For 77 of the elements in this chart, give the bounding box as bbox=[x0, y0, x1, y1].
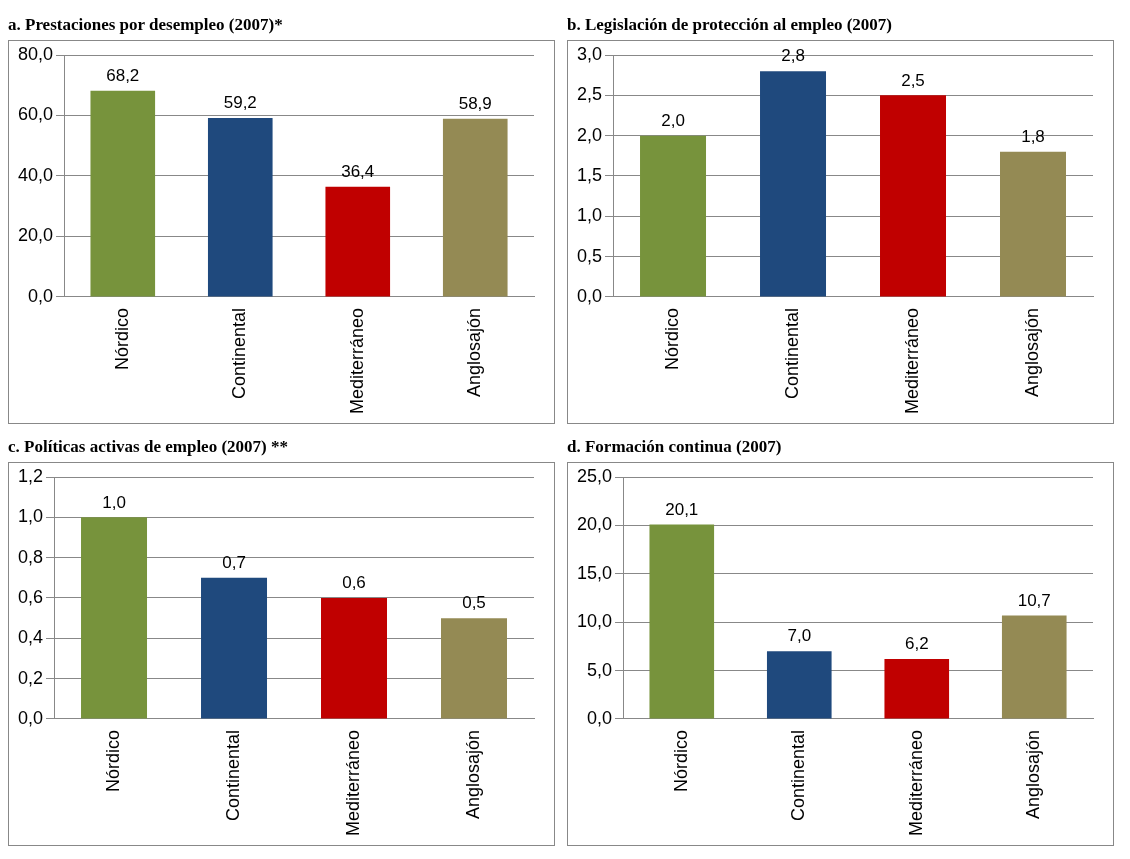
data-label: 7,0 bbox=[787, 626, 812, 646]
bar bbox=[201, 577, 268, 719]
chart-title: c. Políticas activas de empleo (2007) ** bbox=[8, 436, 289, 458]
chart-title: d. Formación continua (2007) bbox=[567, 436, 783, 458]
data-label: 2,8 bbox=[781, 46, 805, 66]
y-tick-label: 1,5 bbox=[576, 164, 603, 185]
y-tick-label: 1,0 bbox=[17, 506, 44, 527]
x-tick-label: Nórdico bbox=[670, 729, 691, 792]
bar bbox=[884, 658, 950, 719]
y-tick-label: 2,0 bbox=[576, 124, 603, 145]
x-tick-label: Continental bbox=[781, 307, 802, 400]
y-tick-label: 5,0 bbox=[587, 659, 613, 680]
y-tick-label: 0,0 bbox=[587, 707, 613, 728]
x-tick-label: Anglosajón bbox=[464, 307, 485, 398]
y-tick-label: 60,0 bbox=[17, 104, 54, 125]
x-tick-label: Nórdico bbox=[661, 307, 682, 370]
x-tick-label: Continental bbox=[788, 729, 809, 822]
bar bbox=[207, 117, 273, 297]
y-tick-label: 1,2 bbox=[17, 465, 44, 486]
y-tick-label: 0,0 bbox=[576, 285, 603, 306]
y-tick-label: 20,0 bbox=[576, 514, 613, 535]
data-label: 2,0 bbox=[661, 110, 685, 130]
x-tick-label: Anglosajón bbox=[1023, 729, 1044, 820]
data-label: 2,5 bbox=[901, 70, 925, 90]
bar bbox=[1001, 615, 1067, 719]
x-tick-label: Nórdico bbox=[111, 307, 132, 370]
x-tick-label: Mediterráneo bbox=[901, 307, 922, 414]
data-label: 1,0 bbox=[102, 492, 126, 512]
y-tick-label: 15,0 bbox=[576, 562, 613, 583]
x-tick-label: Mediterráneo bbox=[342, 729, 363, 836]
data-label: 0,7 bbox=[222, 553, 246, 572]
y-tick-label: 3,0 bbox=[576, 43, 603, 64]
bar bbox=[441, 618, 507, 719]
data-label: 6,2 bbox=[904, 634, 929, 654]
bar bbox=[325, 186, 391, 297]
y-tick-label: 80,0 bbox=[17, 43, 54, 64]
x-tick-label: Mediterráneo bbox=[346, 307, 367, 414]
y-tick-label: 0,6 bbox=[17, 586, 44, 607]
y-tick-label: 20,0 bbox=[17, 225, 54, 246]
bar bbox=[649, 524, 715, 719]
chart-title: a. Prestaciones por desempleo (2007)* bbox=[8, 14, 284, 36]
x-tick-label: Anglosajón bbox=[462, 729, 483, 820]
chart-title: b. Legislación de protección al empleo (2007) bbox=[567, 14, 894, 36]
data-label: 20,1 bbox=[665, 499, 699, 519]
y-tick-label: 40,0 bbox=[17, 164, 54, 185]
bar bbox=[640, 135, 707, 297]
data-label: 68,2 bbox=[106, 65, 140, 85]
data-label: 0,6 bbox=[342, 573, 366, 593]
bar bbox=[81, 517, 148, 719]
y-tick-label: 0,4 bbox=[17, 627, 44, 648]
y-tick-label: 0,0 bbox=[17, 707, 44, 728]
bar bbox=[90, 90, 156, 297]
bar bbox=[442, 118, 508, 297]
y-tick-label: 2,5 bbox=[576, 84, 603, 105]
bar bbox=[760, 71, 827, 297]
y-tick-label: 25,0 bbox=[576, 465, 613, 486]
x-tick-label: Anglosajón bbox=[1021, 307, 1042, 398]
x-tick-label: Continental bbox=[222, 729, 243, 822]
data-label: 10,7 bbox=[1017, 590, 1051, 610]
bar bbox=[880, 95, 947, 297]
bar bbox=[321, 597, 388, 719]
data-label: 59,2 bbox=[223, 93, 257, 113]
data-label: 58,9 bbox=[458, 94, 492, 113]
data-label: 36,4 bbox=[341, 162, 375, 182]
data-label: 0,5 bbox=[462, 593, 486, 613]
y-tick-label: 10,0 bbox=[576, 611, 613, 632]
x-tick-label: Nórdico bbox=[102, 729, 123, 792]
y-tick-label: 0,0 bbox=[28, 285, 54, 306]
y-tick-label: 0,8 bbox=[17, 546, 44, 567]
data-label: 1,8 bbox=[1021, 126, 1045, 146]
y-tick-label: 0,5 bbox=[576, 245, 603, 266]
x-tick-label: Mediterráneo bbox=[905, 729, 926, 836]
x-tick-label: Continental bbox=[229, 307, 250, 400]
bar bbox=[766, 651, 832, 719]
bar bbox=[1000, 151, 1066, 297]
y-tick-label: 0,2 bbox=[17, 667, 44, 688]
y-tick-label: 1,0 bbox=[576, 205, 603, 226]
